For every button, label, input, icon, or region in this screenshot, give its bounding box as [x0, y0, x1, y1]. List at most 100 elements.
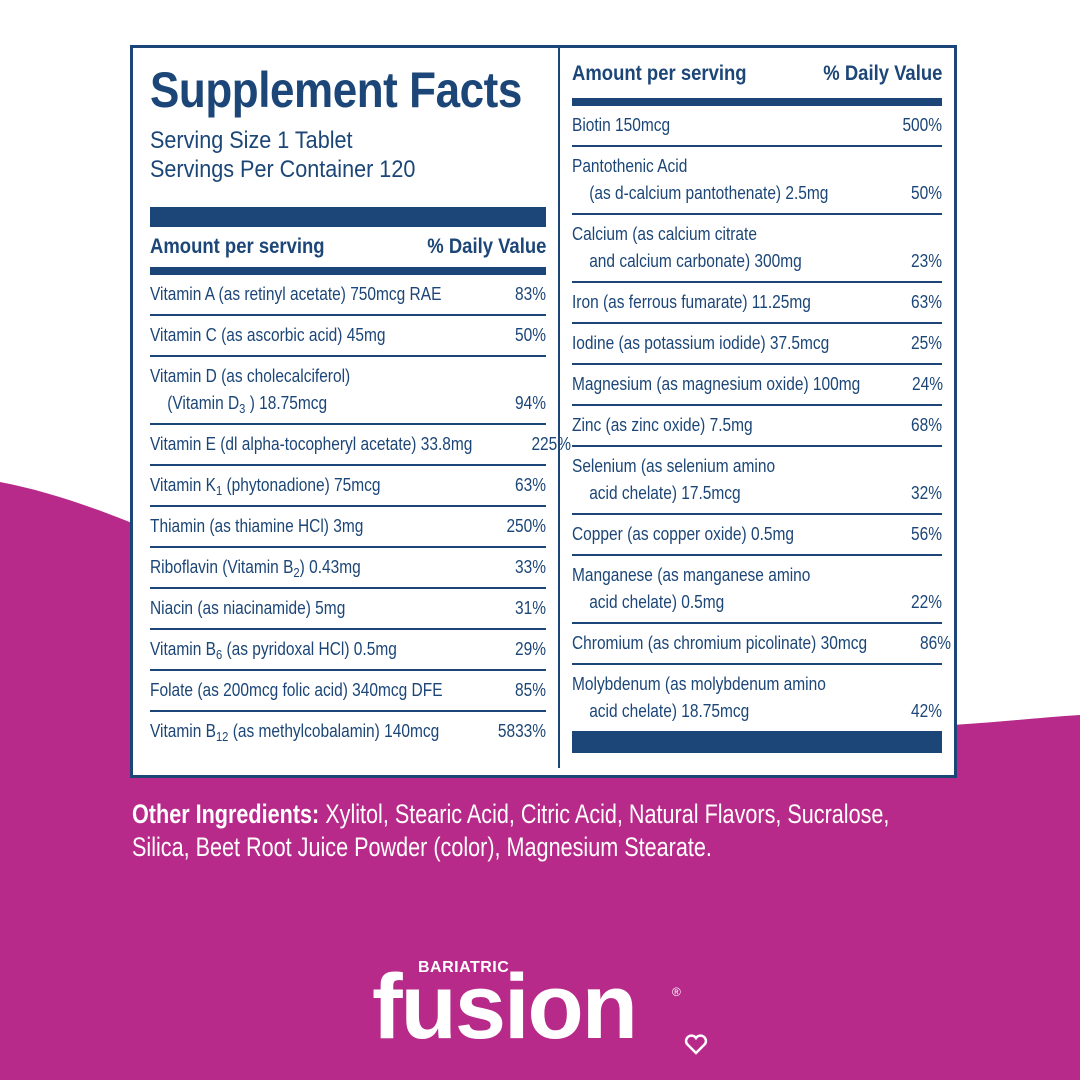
daily-value: 86% [920, 633, 952, 653]
nutrient-row: Vitamin B12 (as methylcobalamin) 140mcg 5… [150, 712, 546, 751]
daily-value: 63% [515, 475, 546, 495]
label-text: Manganese (as manganese amino [572, 565, 811, 585]
nutrient-label: Vitamin C (as ascorbic acid) 45mg [150, 322, 385, 349]
nutrient-label: Molybdenum (as molybdenum amino acid chel… [572, 671, 826, 725]
nutrient-label: Zinc (as zinc oxide) 7.5mg [572, 412, 753, 439]
rule [572, 98, 942, 106]
thick-rule [150, 207, 546, 227]
nutrient-row: Vitamin C (as ascorbic acid) 45mg 50% [150, 316, 546, 357]
label-line: acid chelate) 18.75mcg [572, 698, 826, 725]
column-header: Amount per serving % Daily Value [150, 227, 546, 267]
label-text: Pantothenic Acid [572, 156, 688, 176]
label-line: Riboflavin (Vitamin B2) 0.43mg [150, 554, 361, 581]
label-text: (phytonadione) 75mcg [222, 475, 381, 495]
daily-value: 225% [531, 434, 571, 454]
label-text: Selenium (as selenium amino [572, 456, 776, 476]
label-text: Molybdenum (as molybdenum amino [572, 674, 826, 694]
nutrient-row: Vitamin K1 (phytonadione) 75mcg 63% [150, 466, 546, 507]
daily-value: 42% [911, 701, 942, 721]
label-text: Biotin 150mcg [572, 115, 671, 135]
label-text: Zinc (as zinc oxide) 7.5mg [572, 415, 753, 435]
daily-value: 68% [911, 415, 942, 435]
label-text: Copper (as copper oxide) 0.5mg [572, 524, 795, 544]
other-ingredients-label: Other Ingredients: [132, 799, 320, 829]
nutrient-row: Folate (as 200mcg folic acid) 340mcg DFE… [150, 671, 546, 712]
label-text: Riboflavin (Vitamin B [150, 557, 294, 577]
nutrient-row: Calcium (as calcium citrate and calcium c… [572, 215, 942, 283]
daily-value: 5833% [497, 721, 546, 741]
nutrient-label: Copper (as copper oxide) 0.5mg [572, 521, 794, 548]
label-line: Thiamin (as thiamine HCl) 3mg [150, 513, 363, 540]
daily-value: 29% [515, 639, 546, 659]
label-line: Niacin (as niacinamide) 5mg [150, 595, 345, 622]
serving-size: Serving Size 1 Tablet [150, 127, 353, 154]
label-line: Folate (as 200mcg folic acid) 340mcg DFE [150, 677, 443, 704]
daily-value: 85% [515, 680, 546, 700]
label-line: (as d-calcium pantothenate) 2.5mg [572, 180, 828, 207]
nutrient-label: Biotin 150mcg [572, 112, 670, 139]
nutrient-label: Chromium (as chromium picolinate) 30mcg [572, 630, 867, 657]
label-line: Vitamin C (as ascorbic acid) 45mg [150, 322, 385, 349]
nutrient-list: Vitamin A (as retinyl acetate) 750mcg RA… [150, 275, 571, 751]
right-column: Amount per serving % Daily Value Biotin … [572, 48, 951, 753]
amount-header: Amount per serving [150, 235, 325, 258]
label-line: Molybdenum (as molybdenum amino [572, 671, 826, 698]
label-text: (as d-calcium pantothenate) 2.5mg [589, 183, 829, 203]
label-line: and calcium carbonate) 300mg [572, 248, 802, 275]
nutrient-row: Iron (as ferrous fumarate) 11.25mg 63% [572, 283, 942, 324]
daily-value: 32% [911, 483, 942, 503]
daily-value: 63% [911, 292, 942, 312]
label-text: Folate (as 200mcg folic acid) 340mcg DFE [150, 680, 443, 700]
label-line: Biotin 150mcg [572, 112, 670, 139]
heart-icon [684, 1034, 708, 1055]
label-text: Vitamin K [150, 475, 216, 495]
rule [150, 267, 546, 275]
other-ingredients: Other Ingredients: Xylitol, Stearic Acid… [132, 798, 952, 864]
label-line: Vitamin D (as cholecalciferol) [150, 363, 350, 390]
label-line: (Vitamin D3 ) 18.75mcg [150, 390, 350, 417]
label-line: Selenium (as selenium amino [572, 453, 775, 480]
subscript: 12 [215, 729, 229, 744]
nutrient-label: Folate (as 200mcg folic acid) 340mcg DFE [150, 677, 443, 704]
nutrient-label: Pantothenic Acid (as d-calcium pantothena… [572, 153, 828, 207]
column-divider [558, 48, 560, 768]
daily-value: 250% [506, 516, 546, 536]
label-text: (as pyridoxal HCl) 0.5mg [222, 639, 397, 659]
daily-value: 31% [515, 598, 546, 618]
nutrient-label: Vitamin A (as retinyl acetate) 750mcg RA… [150, 281, 441, 308]
nutrient-row: Copper (as copper oxide) 0.5mg 56% [572, 515, 942, 556]
daily-value: 23% [911, 251, 942, 271]
nutrient-row: Vitamin A (as retinyl acetate) 750mcg RA… [150, 275, 546, 316]
label-text: Thiamin (as thiamine HCl) 3mg [150, 516, 364, 536]
dv-header: % Daily Value [822, 62, 942, 85]
nutrient-label: Iodine (as potassium iodide) 37.5mcg [572, 330, 829, 357]
label-text: ) 18.75mcg [245, 393, 328, 413]
nutrient-label: Thiamin (as thiamine HCl) 3mg [150, 513, 363, 540]
nutrient-label: Magnesium (as magnesium oxide) 100mg [572, 371, 860, 398]
label-text: Vitamin D (as cholecalciferol) [150, 366, 351, 386]
nutrient-row: Vitamin E (dl alpha-tocopheryl acetate) … [150, 425, 571, 466]
column-header: Amount per serving % Daily Value [572, 54, 942, 94]
nutrient-row: Manganese (as manganese amino acid chelat… [572, 556, 942, 624]
nutrient-row: Zinc (as zinc oxide) 7.5mg 68% [572, 406, 942, 447]
label-line: Zinc (as zinc oxide) 7.5mg [572, 412, 753, 439]
label-line: Vitamin E (dl alpha-tocopheryl acetate) … [150, 431, 472, 458]
nutrient-row: Riboflavin (Vitamin B2) 0.43mg 33% [150, 548, 546, 589]
label-line: Vitamin K1 (phytonadione) 75mcg [150, 472, 381, 499]
label-text: Vitamin B [150, 639, 216, 659]
label-text: Iron (as ferrous fumarate) 11.25mg [572, 292, 811, 312]
nutrient-row: Magnesium (as magnesium oxide) 100mg 24% [572, 365, 943, 406]
registered-mark: ® [672, 985, 681, 999]
label-line: Copper (as copper oxide) 0.5mg [572, 521, 794, 548]
label-line: Vitamin B6 (as pyridoxal HCl) 0.5mg [150, 636, 397, 663]
subscript: 6 [215, 647, 223, 662]
nutrient-label: Vitamin D (as cholecalciferol) (Vitamin D… [150, 363, 350, 417]
daily-value: 500% [902, 115, 942, 135]
other-ingredients-text: Xylitol, Stearic Acid, Citric Acid, Natu… [132, 799, 890, 862]
nutrient-label: Manganese (as manganese amino acid chelat… [572, 562, 810, 616]
label-line: Manganese (as manganese amino [572, 562, 810, 589]
left-column: Supplement Facts Serving Size 1 Tablet S… [150, 48, 571, 751]
daily-value: 25% [911, 333, 942, 353]
label-text: Vitamin B [150, 721, 216, 741]
subscript: 2 [293, 565, 300, 580]
